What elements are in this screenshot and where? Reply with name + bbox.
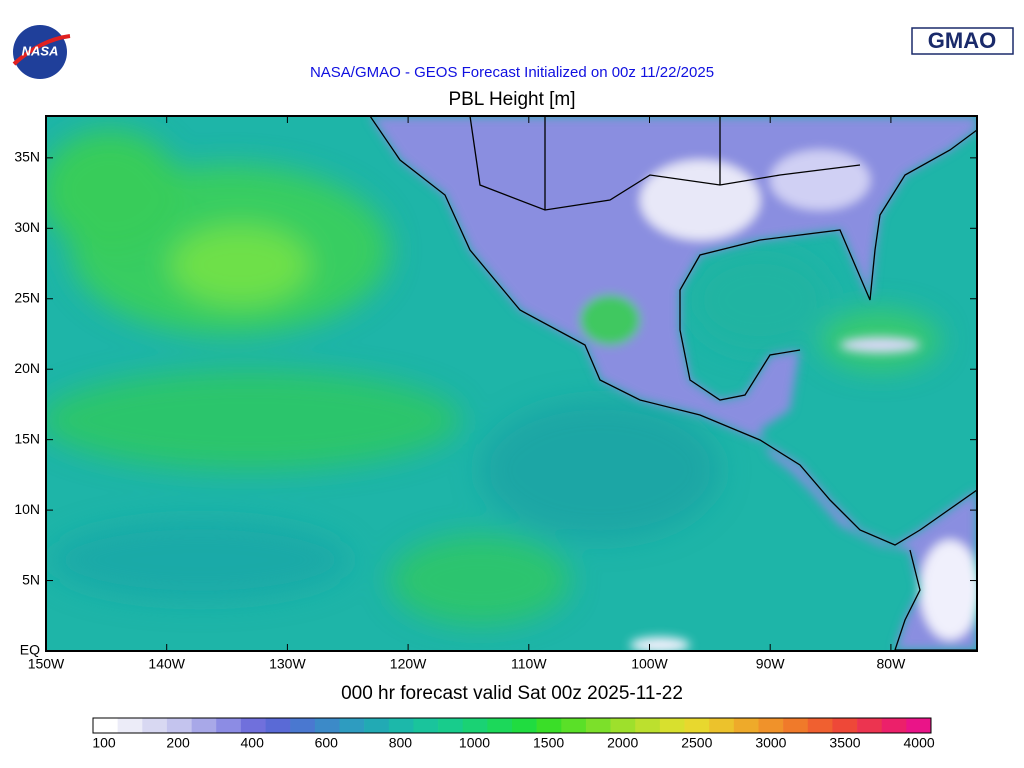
colorbar-label: 100 (92, 735, 116, 751)
lon-label: 120W (390, 656, 427, 672)
colorbar-swatch (758, 718, 784, 733)
lon-label: 140W (148, 656, 185, 672)
colorbar-swatch (807, 718, 833, 733)
lon-label: 90W (756, 656, 786, 672)
colorbar-swatch (166, 718, 192, 733)
subtitle: PBL Height [m] (448, 89, 575, 110)
colorbar-swatch (413, 718, 439, 733)
colorbar-swatch (733, 718, 759, 733)
lon-label: 150W (28, 656, 65, 672)
colorbar-swatch (487, 718, 513, 733)
colorbar-label: 3500 (829, 735, 860, 751)
title: NASA/GMAO - GEOS Forecast Initialized on… (310, 64, 714, 81)
colorbar-label: 3000 (755, 735, 786, 751)
colorbar-label: 1500 (533, 735, 564, 751)
colorbar-swatch (585, 718, 611, 733)
colorbar-swatch (93, 718, 118, 733)
lat-label: EQ (20, 642, 40, 658)
colorbar-label: 400 (241, 735, 265, 751)
colorbar-swatch (388, 718, 414, 733)
lon-label: 130W (269, 656, 306, 672)
lon-label: 110W (511, 656, 547, 672)
lat-label: 30N (14, 219, 40, 235)
colorbar-label: 800 (389, 735, 413, 751)
colorbar-swatch (339, 718, 365, 733)
lat-label: 35N (14, 149, 40, 165)
colorbar-swatch (216, 718, 242, 733)
colorbar-swatch (635, 718, 661, 733)
colorbar-label: 1000 (459, 735, 490, 751)
colorbar-swatch (783, 718, 809, 733)
colorbar-swatch (265, 718, 291, 733)
lat-label: 5N (22, 571, 40, 587)
lat-label: 15N (14, 430, 40, 446)
colorbar-swatch (462, 718, 488, 733)
logo-text: NASA (22, 43, 59, 58)
colorbar-swatch (512, 718, 537, 733)
colorbar-swatch (240, 718, 266, 733)
lon-label: 100W (631, 656, 668, 672)
nasa-logo: NASA (12, 25, 71, 79)
colorbar-swatch (610, 718, 636, 733)
colorbar-label: 600 (315, 735, 339, 751)
colorbar-swatch (684, 718, 710, 733)
colorbar-swatch (314, 718, 340, 733)
colorbar-label: 4000 (904, 735, 935, 751)
colorbar: 100 200 400 600 800 1000 1500 2000 2500 3000 3500 4… (92, 717, 935, 751)
colorbar-swatch (142, 718, 168, 733)
colorbar-swatch (881, 718, 907, 733)
caption: 000 hr forecast valid Sat 00z 2025-11-22 (341, 683, 683, 704)
colorbar-swatch (709, 718, 735, 733)
colorbar-swatch (857, 718, 883, 733)
colorbar-swatch (561, 718, 587, 733)
colorbar-swatch (364, 718, 390, 733)
colorbar-swatch (906, 718, 932, 733)
colorbar-swatch (832, 718, 858, 733)
colorbar-swatch (191, 718, 217, 733)
colorbar-swatch (536, 718, 562, 733)
colorbar-swatch (438, 718, 464, 733)
lon-label: 80W (877, 656, 907, 672)
colorbar-swatch (659, 718, 685, 733)
colorbar-swatch (290, 718, 316, 733)
lat-label: 25N (14, 289, 40, 305)
map-field (46, 116, 977, 651)
lat-label: 10N (14, 501, 40, 517)
map-frame (45, 115, 978, 652)
colorbar-label: 2000 (607, 735, 638, 751)
colorbar-label: 200 (166, 735, 190, 751)
gmao-logo: GMAO (911, 27, 1014, 55)
lat-label: 20N (14, 360, 40, 376)
colorbar-label: 2500 (681, 735, 712, 751)
colorbar-frame (92, 717, 932, 734)
colorbar-swatch (117, 718, 143, 733)
logo-text: GMAO (928, 28, 996, 53)
map-axes: EQ 5N 10N 15N 20N 25N 30N 35N 150W 140W 130W 120W 11… (14, 116, 977, 672)
